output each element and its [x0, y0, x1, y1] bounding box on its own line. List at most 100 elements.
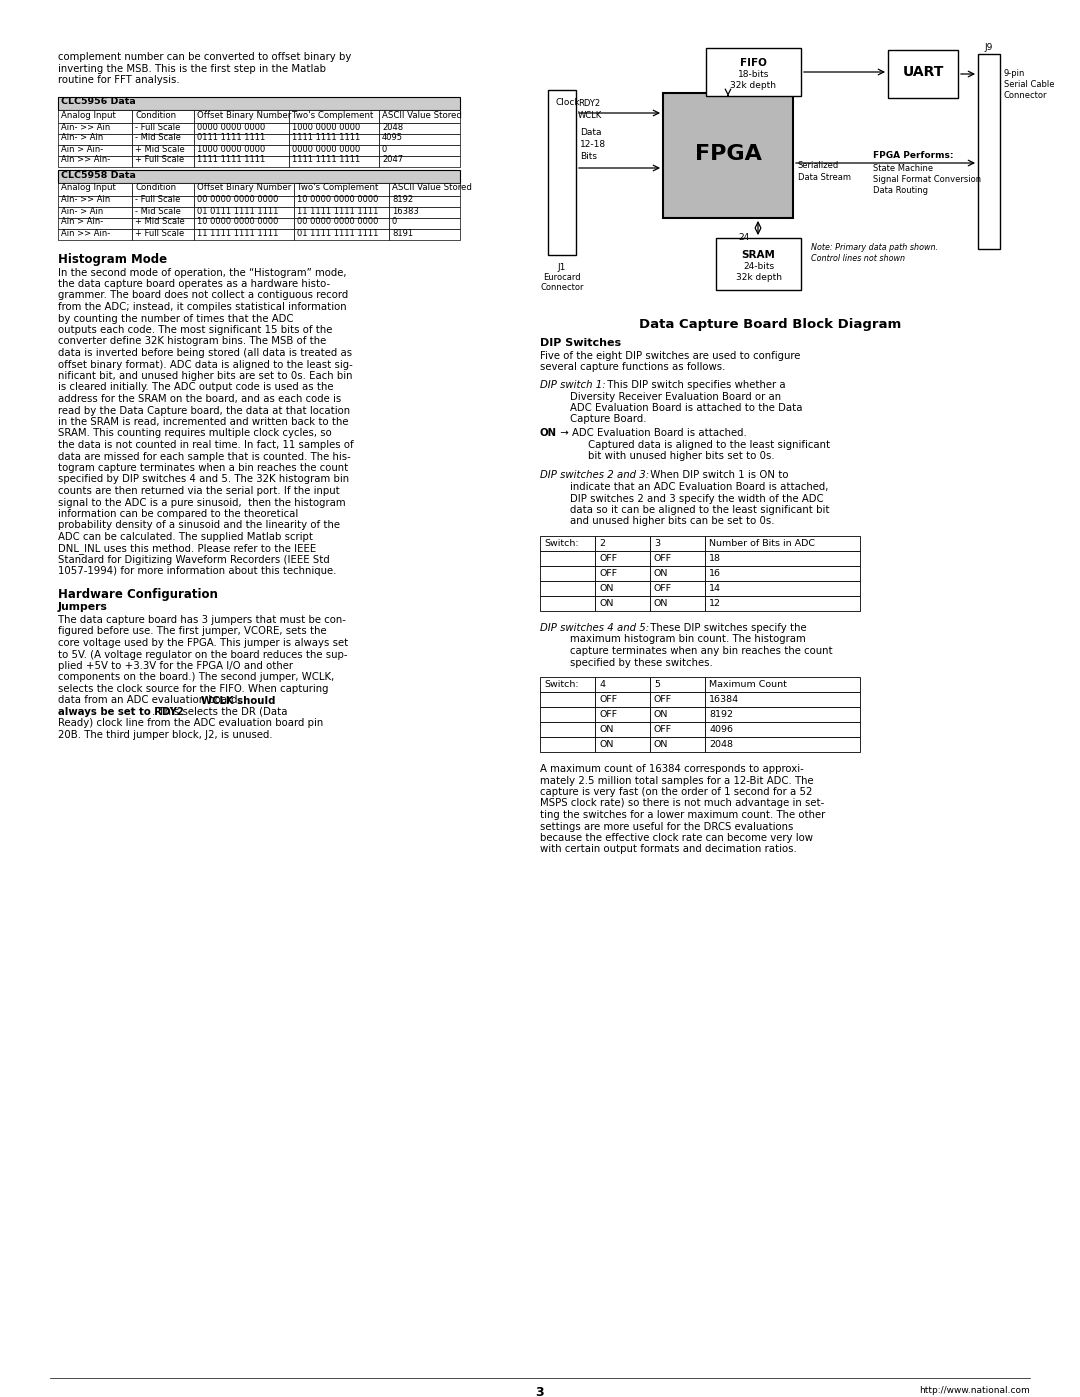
- Text: the data capture board operates as a hardware histo-: the data capture board operates as a har…: [58, 279, 330, 289]
- Text: capture is very fast (on the order of 1 second for a 52: capture is very fast (on the order of 1 …: [540, 787, 812, 798]
- Text: Ain- > Ain: Ain- > Ain: [60, 207, 104, 215]
- Text: 8192: 8192: [708, 710, 733, 719]
- Text: offset binary format). ADC data is aligned to the least sig-: offset binary format). ADC data is align…: [58, 359, 353, 369]
- Text: 0: 0: [392, 218, 397, 226]
- Text: FPGA Performs:: FPGA Performs:: [873, 151, 954, 161]
- Bar: [705, 707, 860, 722]
- Bar: [595, 581, 650, 597]
- Text: ting the switches for a lower maximum count. The other: ting the switches for a lower maximum co…: [540, 810, 825, 820]
- Bar: [650, 566, 705, 581]
- Bar: [540, 550, 595, 566]
- Text: capture terminates when any bin reaches the count: capture terminates when any bin reaches …: [570, 645, 833, 657]
- Text: 1000 0000 0000: 1000 0000 0000: [197, 144, 266, 154]
- Text: 9-pin: 9-pin: [1004, 68, 1025, 78]
- Bar: [650, 707, 705, 722]
- Bar: [650, 597, 705, 610]
- Text: specified by DIP switches 4 and 5. The 32K histogram bin: specified by DIP switches 4 and 5. The 3…: [58, 475, 349, 485]
- Bar: [194, 144, 289, 155]
- Text: from the ADC; instead, it compiles statistical information: from the ADC; instead, it compiles stati…: [58, 302, 347, 312]
- Bar: [132, 123, 194, 134]
- Text: figured before use. The first jumper, VCORE, sets the: figured before use. The first jumper, VC…: [58, 626, 326, 637]
- Bar: [194, 134, 289, 144]
- Text: 1111 1111 1111: 1111 1111 1111: [292, 155, 361, 165]
- Text: - Mid Scale: - Mid Scale: [135, 134, 180, 142]
- Text: ON: ON: [540, 427, 557, 439]
- Bar: [58, 207, 132, 218]
- Text: 24-bits: 24-bits: [743, 263, 774, 271]
- Bar: [650, 581, 705, 597]
- Text: 4095: 4095: [382, 134, 403, 142]
- Text: address for the SRAM on the board, and as each code is: address for the SRAM on the board, and a…: [58, 394, 341, 404]
- Text: CLC5956 Data: CLC5956 Data: [60, 98, 136, 106]
- Text: OFF: OFF: [654, 584, 672, 592]
- Text: outputs each code. The most significant 15 bits of the: outputs each code. The most significant …: [58, 326, 333, 335]
- Text: Ain- >> Ain: Ain- >> Ain: [60, 123, 110, 131]
- Bar: [705, 692, 860, 707]
- Bar: [978, 54, 1000, 249]
- Bar: [540, 678, 595, 692]
- Text: by counting the number of times that the ADC: by counting the number of times that the…: [58, 313, 294, 324]
- Text: ON: ON: [599, 725, 613, 733]
- Bar: [705, 550, 860, 566]
- Text: . This selects the DR (Data: . This selects the DR (Data: [152, 707, 288, 717]
- Text: The data capture board has 3 jumpers that must be con-: The data capture board has 3 jumpers tha…: [58, 615, 346, 624]
- Text: nificant bit, and unused higher bits are set to 0s. Each bin: nificant bit, and unused higher bits are…: [58, 372, 352, 381]
- Text: 1057-1994) for more information about this technique.: 1057-1994) for more information about th…: [58, 567, 336, 577]
- Bar: [650, 550, 705, 566]
- Text: These DIP switches specify the: These DIP switches specify the: [647, 623, 807, 633]
- Text: 5: 5: [654, 680, 660, 689]
- Text: - Full Scale: - Full Scale: [135, 196, 180, 204]
- Bar: [706, 47, 801, 96]
- Text: in the SRAM is read, incremented and written back to the: in the SRAM is read, incremented and wri…: [58, 416, 349, 427]
- Bar: [595, 536, 650, 550]
- Text: Captured data is aligned to the least significant: Captured data is aligned to the least si…: [588, 440, 831, 450]
- Text: Serial Cable: Serial Cable: [1004, 80, 1054, 89]
- Text: Data: Data: [580, 129, 602, 137]
- Text: data from an ADC evaluation board,: data from an ADC evaluation board,: [58, 696, 244, 705]
- Text: State Machine: State Machine: [873, 163, 933, 173]
- Text: 11 1111 1111 1111: 11 1111 1111 1111: [197, 229, 279, 237]
- Bar: [705, 722, 860, 738]
- Text: togram capture terminates when a bin reaches the count: togram capture terminates when a bin rea…: [58, 462, 348, 474]
- Text: OFF: OFF: [654, 555, 672, 563]
- Text: 8192: 8192: [392, 196, 414, 204]
- Bar: [58, 96, 460, 109]
- Bar: [132, 183, 194, 196]
- Text: plied +5V to +3.3V for the FPGA I/O and other: plied +5V to +3.3V for the FPGA I/O and …: [58, 661, 293, 671]
- Text: bit with unused higher bits set to 0s.: bit with unused higher bits set to 0s.: [588, 451, 774, 461]
- Bar: [379, 155, 460, 166]
- Text: 2: 2: [599, 539, 605, 548]
- Bar: [595, 692, 650, 707]
- Bar: [289, 155, 379, 166]
- Text: Eurocard: Eurocard: [543, 272, 581, 282]
- Text: and unused higher bits can be set to 0s.: and unused higher bits can be set to 0s.: [570, 517, 774, 527]
- Bar: [705, 566, 860, 581]
- Text: routine for FFT analysis.: routine for FFT analysis.: [58, 75, 179, 85]
- Text: Five of the eight DIP switches are used to configure: Five of the eight DIP switches are used …: [540, 351, 800, 360]
- Bar: [132, 134, 194, 144]
- Bar: [58, 123, 132, 134]
- Text: Analog Input: Analog Input: [60, 110, 116, 120]
- Text: 14: 14: [708, 584, 721, 592]
- Bar: [289, 144, 379, 155]
- Text: Switch:: Switch:: [544, 539, 579, 548]
- Text: 00 0000 0000 0000: 00 0000 0000 0000: [297, 218, 378, 226]
- Text: 2048: 2048: [382, 123, 403, 131]
- Text: ON: ON: [599, 584, 613, 592]
- Text: This DIP switch specifies whether a: This DIP switch specifies whether a: [604, 380, 785, 390]
- Bar: [389, 207, 460, 218]
- Bar: [194, 218, 294, 229]
- Text: grammer. The board does not collect a contiguous record: grammer. The board does not collect a co…: [58, 291, 348, 300]
- Text: ON: ON: [599, 599, 613, 608]
- Bar: [888, 50, 958, 98]
- Text: DIP switches 2 and 3:: DIP switches 2 and 3:: [540, 471, 649, 481]
- Bar: [595, 707, 650, 722]
- Text: Condition: Condition: [135, 183, 176, 193]
- Text: 32k depth: 32k depth: [730, 81, 777, 89]
- Bar: [540, 597, 595, 610]
- Text: ON: ON: [654, 740, 669, 749]
- Text: UART: UART: [902, 66, 944, 80]
- Text: 1111 1111 1111: 1111 1111 1111: [197, 155, 266, 165]
- Text: 18: 18: [708, 555, 721, 563]
- Text: always be set to RDY2: always be set to RDY2: [58, 707, 184, 717]
